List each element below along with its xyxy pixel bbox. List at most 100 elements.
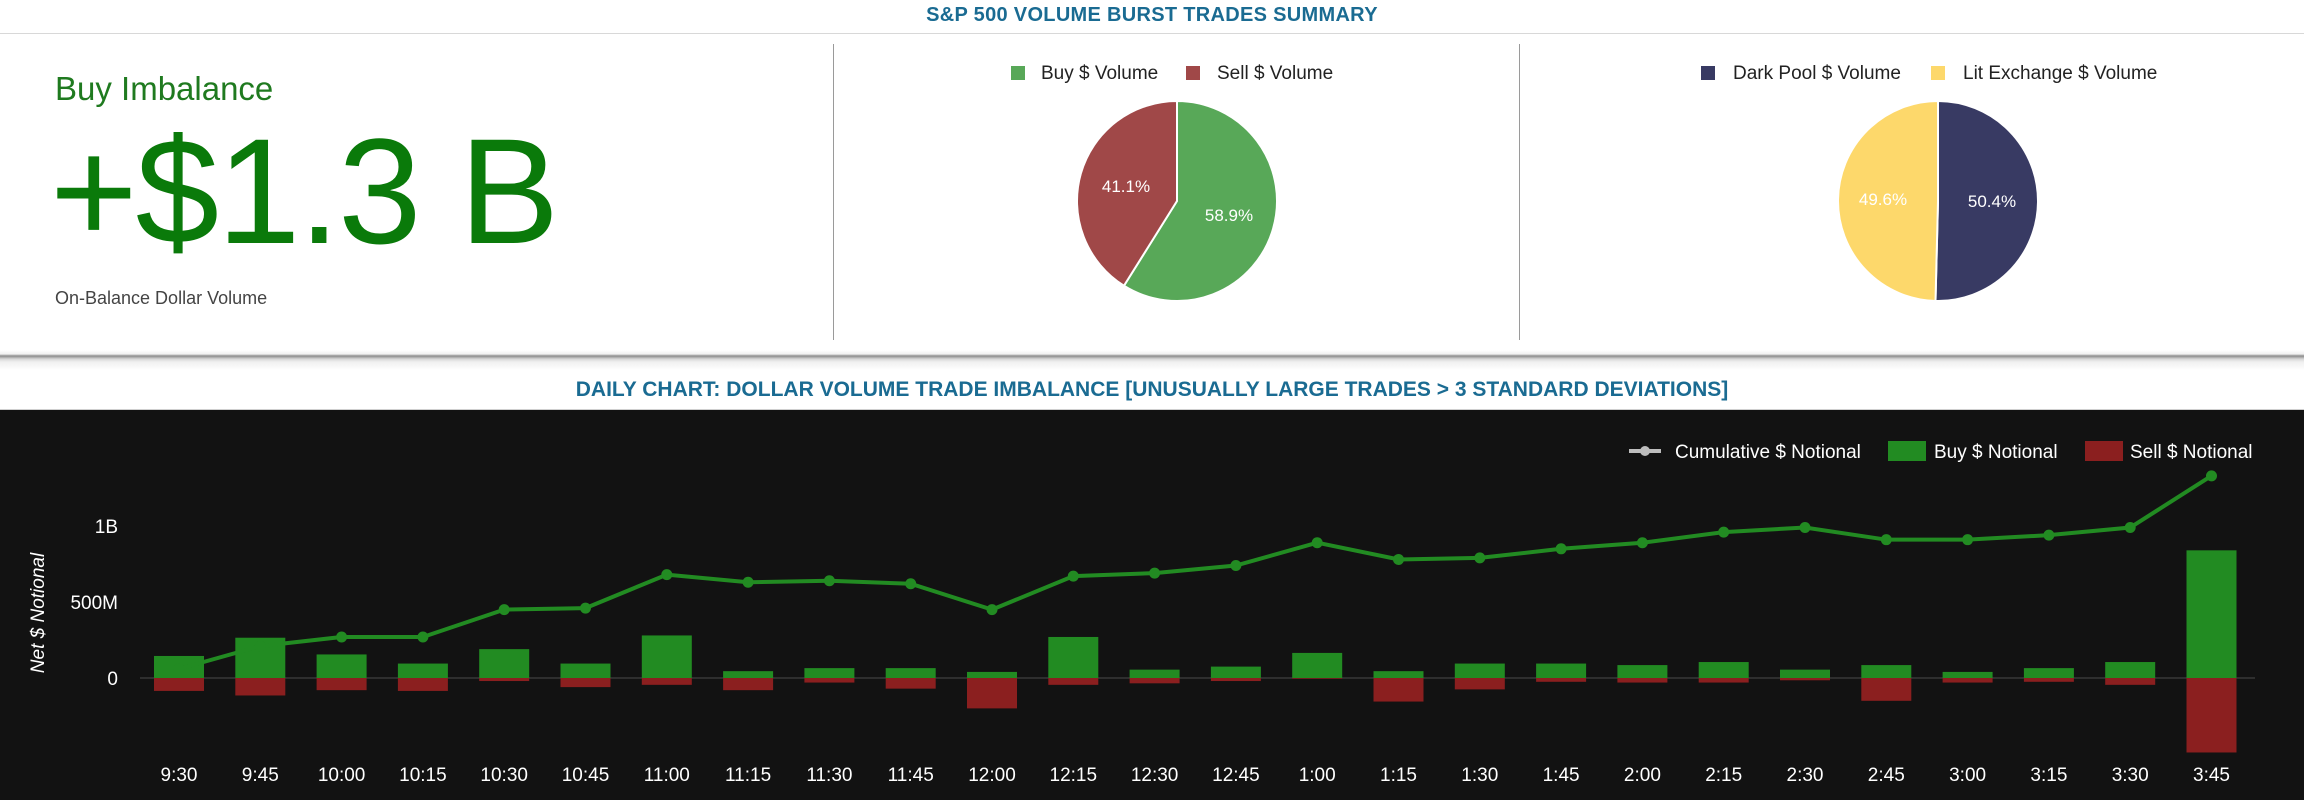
sell-notional-bar bbox=[1698, 678, 1749, 683]
cumulative-point bbox=[2043, 529, 2055, 541]
buy-notional-bar bbox=[1536, 663, 1587, 678]
x-tick-label: 9:30 bbox=[161, 765, 198, 786]
buy-notional-legend-swatch bbox=[1888, 441, 1926, 461]
buy-notional-bar bbox=[1617, 665, 1668, 678]
chart-legend: Cumulative $ Notional Buy $ Notional Sel… bbox=[1629, 441, 2253, 463]
cumulative-legend-marker bbox=[1640, 446, 1650, 456]
sell-notional-bar bbox=[560, 678, 611, 688]
cumulative-legend-label: Cumulative $ Notional bbox=[1675, 442, 1861, 463]
cumulative-point bbox=[580, 602, 591, 614]
sell-notional-bar bbox=[804, 678, 855, 683]
sell-notional-bar bbox=[1780, 678, 1830, 681]
sell-notional-bar bbox=[1617, 678, 1668, 683]
imbalance-chart-panel: 0 500M 1B 9:30 9:45 10:00 10:15 10:30 10:45 11:00… bbox=[0, 410, 2304, 800]
cumulative-point bbox=[823, 575, 835, 587]
x-tick-label: 9:45 bbox=[242, 765, 279, 786]
x-tick-label: 2:30 bbox=[1787, 765, 1824, 786]
sell-notional-bar bbox=[397, 678, 448, 691]
cumulative-point bbox=[336, 631, 348, 643]
buy-notional-bar bbox=[1129, 669, 1180, 678]
x-tick-label: 11:30 bbox=[806, 765, 852, 786]
sell-notional-bar bbox=[641, 678, 692, 685]
buy-notional-bar bbox=[1861, 665, 1912, 678]
buy-notional-bar bbox=[1292, 652, 1343, 678]
sell-notional-bar bbox=[154, 678, 204, 691]
x-tick-label: 12:15 bbox=[1050, 765, 1098, 786]
cumulative-point bbox=[986, 604, 998, 616]
x-tick-label: 11:45 bbox=[888, 765, 934, 786]
buy-notional-bar bbox=[560, 663, 611, 678]
buy-notional-bar bbox=[2023, 668, 2074, 678]
cumulative-point bbox=[1718, 526, 1730, 538]
cumulative-point bbox=[417, 631, 429, 643]
sell-notional-bar bbox=[967, 678, 1017, 709]
buy-legend-label: Buy $ Volume bbox=[1041, 63, 1158, 84]
x-tick-label: 10:00 bbox=[318, 765, 366, 786]
page-title: S&P 500 VOLUME BURST TRADES SUMMARY bbox=[0, 0, 2304, 34]
sell-notional-bar bbox=[2023, 678, 2074, 682]
x-tick-label: 2:00 bbox=[1624, 765, 1661, 786]
sell-notional-bar bbox=[2186, 678, 2237, 753]
lit-legend-label: Lit Exchange $ Volume bbox=[1963, 63, 2157, 84]
cumulative-point bbox=[1962, 534, 1974, 546]
cumulative-line bbox=[178, 474, 2213, 671]
x-tick-label: 3:30 bbox=[2112, 765, 2149, 786]
x-tick-label: 10:30 bbox=[480, 765, 528, 786]
x-tick-label: 10:15 bbox=[399, 765, 447, 786]
sell-notional-bar bbox=[885, 678, 936, 689]
buy-notional-bar bbox=[641, 635, 692, 678]
buy-legend-swatch bbox=[1011, 66, 1025, 80]
buy-notional-bar bbox=[1210, 666, 1261, 678]
cumulative-point bbox=[1311, 537, 1323, 549]
sell-notional-legend-swatch bbox=[2085, 441, 2123, 461]
dark-pool-legend-swatch bbox=[1701, 66, 1715, 80]
sell-legend-label: Sell $ Volume bbox=[1217, 63, 1333, 84]
dark-pool-slice bbox=[1934, 99, 2039, 302]
x-tick-label: 12:00 bbox=[968, 765, 1016, 786]
kpi-title: Buy Imbalance bbox=[55, 70, 274, 107]
buy-slice-label: 58.9% bbox=[1205, 206, 1253, 225]
x-tick-label: 3:15 bbox=[2030, 765, 2067, 786]
lit-slice bbox=[1837, 99, 1939, 302]
dark-lit-pie: 50.4% 49.6% bbox=[1837, 99, 2039, 302]
cumulative-point bbox=[742, 576, 754, 588]
x-tick-label: 1:30 bbox=[1461, 765, 1498, 786]
cumulative-point bbox=[2124, 522, 2136, 534]
buy-sell-pie-chart: Buy $ Volume Sell $ Volume 58.9% 41.1% D… bbox=[1011, 63, 2157, 302]
cumulative-point bbox=[661, 569, 673, 581]
cumulative-point bbox=[905, 578, 917, 590]
sell-notional-bar bbox=[1373, 678, 1424, 702]
cumulative-point bbox=[1636, 537, 1648, 549]
sell-notional-legend-label: Sell $ Notional bbox=[2130, 442, 2253, 463]
sell-notional-bar bbox=[235, 678, 286, 696]
buy-notional-bar bbox=[885, 668, 936, 678]
kpi-subtitle: On-Balance Dollar Volume bbox=[55, 288, 268, 308]
x-tick-label: 1:45 bbox=[1543, 765, 1580, 786]
chart-title: DAILY CHART: DOLLAR VOLUME TRADE IMBALAN… bbox=[0, 370, 2304, 410]
lit-legend-swatch bbox=[1931, 66, 1945, 80]
x-tick-label: 12:45 bbox=[1212, 765, 1260, 786]
section-separator bbox=[0, 350, 2304, 370]
x-tick-label: 11:00 bbox=[644, 765, 690, 786]
sell-slice bbox=[1076, 99, 1178, 288]
cumulative-point bbox=[1555, 543, 1567, 555]
buy-notional-bar bbox=[1942, 671, 1993, 678]
buy-slice bbox=[1122, 99, 1278, 302]
y-tick-label: 1B bbox=[95, 517, 118, 538]
cumulative-point bbox=[173, 663, 185, 675]
buy-notional-bar bbox=[397, 663, 448, 678]
cumulative-point bbox=[2206, 470, 2217, 482]
x-tick-label: 2:15 bbox=[1705, 765, 1742, 786]
y-tick-label: 500M bbox=[70, 593, 118, 614]
sell-notional-bar bbox=[1129, 678, 1180, 684]
x-tick-label: 10:45 bbox=[562, 765, 610, 786]
cumulative-point bbox=[1393, 553, 1404, 565]
buy-notional-bar bbox=[2105, 662, 2156, 678]
cumulative-point bbox=[254, 640, 266, 652]
buy-sell-pie: 58.9% 41.1% bbox=[1076, 99, 1278, 302]
imbalance-chart: 0 500M 1B 9:30 9:45 10:00 10:15 10:30 10:45 11:00… bbox=[28, 441, 2255, 786]
sell-legend-swatch bbox=[1186, 66, 1200, 80]
cumulative-point bbox=[1880, 534, 1892, 546]
sell-notional-bar bbox=[1210, 678, 1261, 682]
sell-notional-bar bbox=[316, 678, 367, 691]
